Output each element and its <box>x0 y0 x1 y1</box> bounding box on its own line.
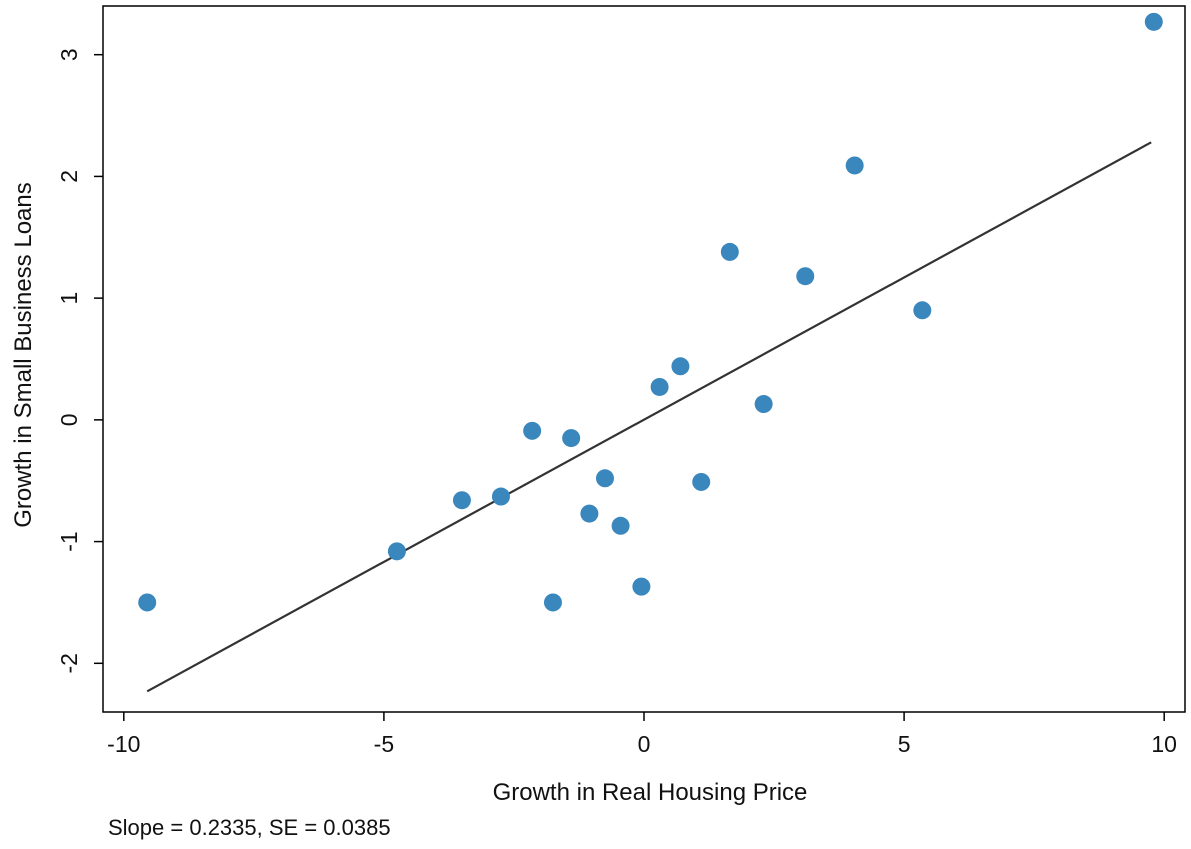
x-tick-label: -5 <box>374 731 394 757</box>
slope-annotation: Slope = 0.2335, SE = 0.0385 <box>108 815 391 840</box>
y-tick-label: -2 <box>56 653 82 673</box>
data-point <box>632 577 651 596</box>
data-point <box>650 377 669 396</box>
x-tick-label: 5 <box>898 731 911 757</box>
data-point <box>562 429 581 448</box>
data-point <box>611 516 630 535</box>
data-point <box>692 472 711 491</box>
y-axis-title: Growth in Small Business Loans <box>10 182 37 528</box>
x-axis-title: Growth in Real Housing Price <box>493 779 808 806</box>
data-point <box>1144 12 1163 31</box>
y-tick-label: -1 <box>56 531 82 551</box>
data-point <box>671 357 690 376</box>
x-tick-label: -10 <box>107 731 140 757</box>
data-point <box>913 301 932 320</box>
x-tick-label: 0 <box>638 731 651 757</box>
data-point <box>138 593 157 612</box>
data-point <box>580 504 599 523</box>
y-tick-label: 3 <box>56 48 82 61</box>
data-point <box>543 593 562 612</box>
data-points <box>138 12 1163 612</box>
fit-line <box>146 141 1152 693</box>
data-point <box>452 491 471 510</box>
y-tick-label: 2 <box>56 170 82 183</box>
plot-frame <box>102 5 1186 713</box>
data-point <box>523 421 542 440</box>
y-tick-label: 0 <box>56 413 82 426</box>
data-point <box>796 267 815 286</box>
data-point <box>754 395 773 414</box>
x-axis-ticks: -10 -5 0 5 10 <box>107 712 1177 757</box>
data-point <box>595 469 614 488</box>
data-point <box>491 487 510 506</box>
data-point <box>720 242 739 261</box>
y-axis-ticks: -2 -1 0 1 2 3 <box>56 48 103 674</box>
x-tick-label: 10 <box>1151 731 1177 757</box>
data-point <box>387 542 406 561</box>
y-tick-label: 1 <box>56 292 82 305</box>
data-point <box>845 156 864 175</box>
